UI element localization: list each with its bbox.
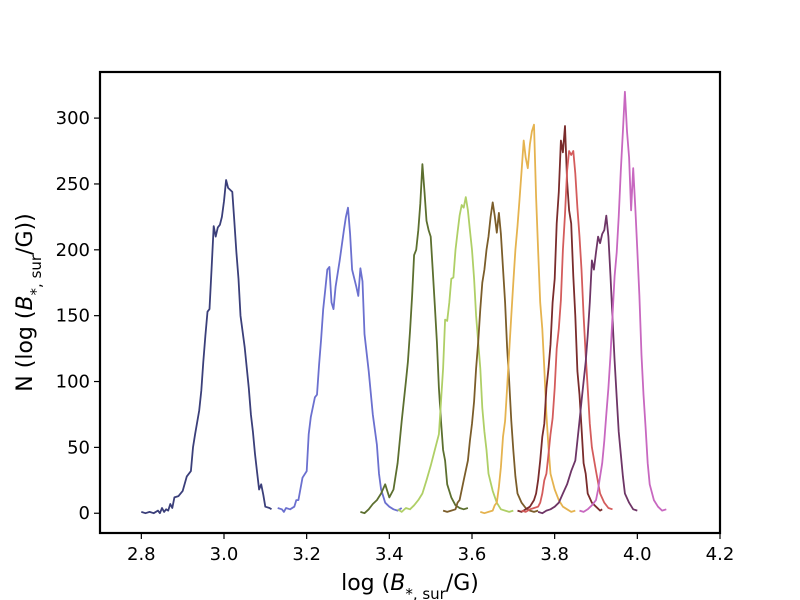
- series-line-10: [579, 90, 667, 513]
- x-tick-label: 4.2: [706, 544, 735, 565]
- y-tick-label: 200: [56, 240, 90, 261]
- x-tick-label: 2.8: [127, 544, 156, 565]
- series-line-4: [397, 196, 514, 513]
- x-axis-label: log (B*, sur/G): [341, 571, 479, 600]
- series-line-8: [521, 150, 613, 513]
- series-line-5: [442, 201, 539, 513]
- y-tick-label: 100: [56, 372, 90, 393]
- series-line-3: [360, 163, 469, 515]
- x-tick-label: 3.2: [292, 544, 321, 565]
- series-lines: [141, 90, 667, 515]
- y-tick-label: 250: [56, 174, 90, 195]
- y-tick-label: 150: [56, 306, 90, 327]
- x-tick-label: 3.0: [210, 544, 239, 565]
- plot-frame: [98, 70, 722, 535]
- series-line-7: [517, 125, 603, 513]
- x-tick-label: 3.4: [375, 544, 404, 565]
- y-axis-label: N (log (B*, sur/G)): [13, 213, 45, 391]
- y-tick-label: 0: [79, 503, 90, 524]
- axis-ticks: 2.8 3.0 3.2 3.4 3.6 3.8 4.0 4.2 0 50 100 150 200 250 3…: [56, 108, 735, 565]
- y-tick-label: 50: [67, 437, 90, 458]
- series-line-9: [537, 214, 638, 515]
- y-tick-label: 300: [56, 108, 90, 129]
- series-line-1: [141, 179, 272, 515]
- x-tick-label: 3.8: [540, 544, 569, 565]
- x-tick-label: 3.6: [458, 544, 487, 565]
- x-tick-label: 4.0: [623, 544, 652, 565]
- series-line-6: [480, 123, 576, 515]
- series-line-2: [277, 206, 403, 513]
